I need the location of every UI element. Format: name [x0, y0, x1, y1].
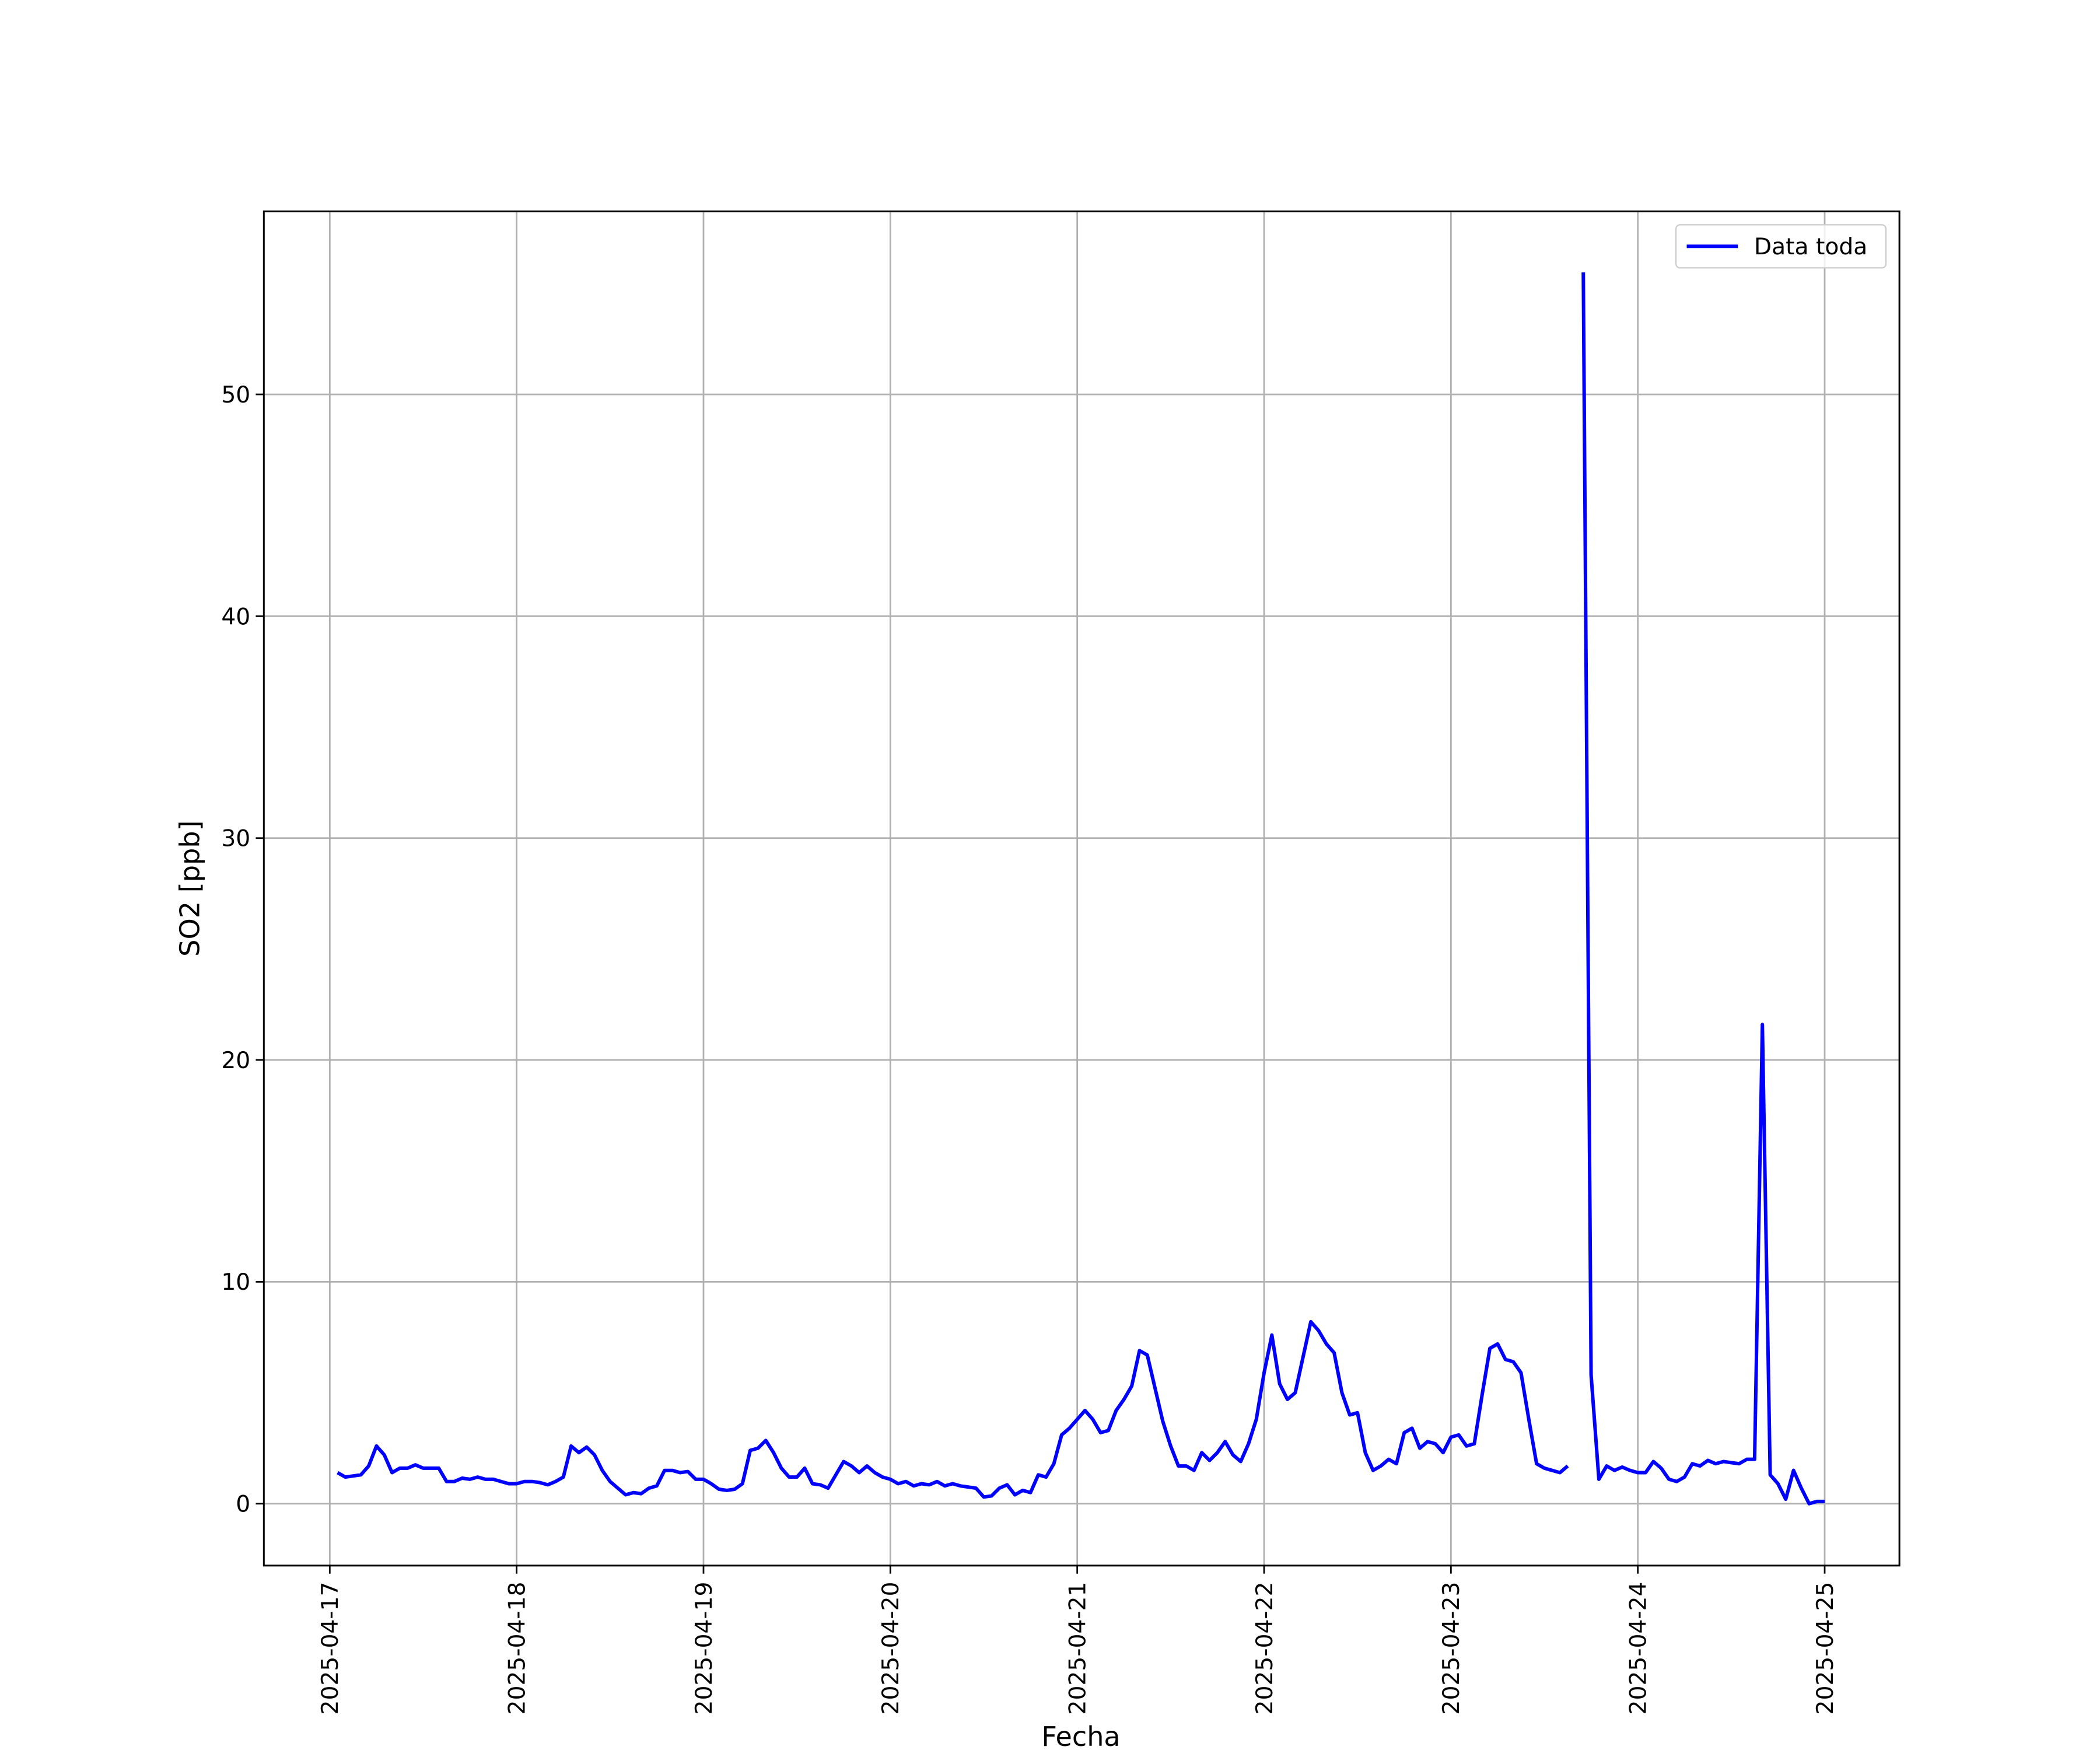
- y-tick-label: 20: [221, 1048, 250, 1074]
- x-tick-label: 2025-04-17: [317, 1582, 344, 1715]
- plot-frame: [262, 210, 1901, 1567]
- y-tick-label: 10: [221, 1269, 250, 1296]
- x-tick-label: 2025-04-18: [504, 1582, 530, 1715]
- x-tick-label: 2025-04-24: [1626, 1582, 1652, 1715]
- y-axis-label: SO2 [ppb]: [174, 820, 206, 957]
- legend-box: [1675, 224, 1887, 269]
- data-line: [337, 272, 1825, 1506]
- x-tick-label: 2025-04-23: [1438, 1582, 1465, 1715]
- x-tick-label: 2025-04-21: [1065, 1582, 1091, 1715]
- x-tick-label: 2025-04-22: [1252, 1582, 1278, 1715]
- x-axis-label: Fecha: [1041, 1721, 1120, 1750]
- x-tick-label: 2025-04-25: [1812, 1582, 1839, 1715]
- y-tick-label: 30: [221, 826, 250, 852]
- x-tick-label: 2025-04-19: [691, 1582, 718, 1715]
- y-tick-label: 50: [221, 382, 250, 408]
- x-tick-label: 2025-04-20: [878, 1582, 904, 1715]
- legend-label: Data toda: [1754, 234, 1867, 260]
- legend: Data toda: [1675, 224, 1887, 269]
- y-tick-label: 0: [236, 1492, 250, 1518]
- y-tick-label: 40: [221, 604, 250, 630]
